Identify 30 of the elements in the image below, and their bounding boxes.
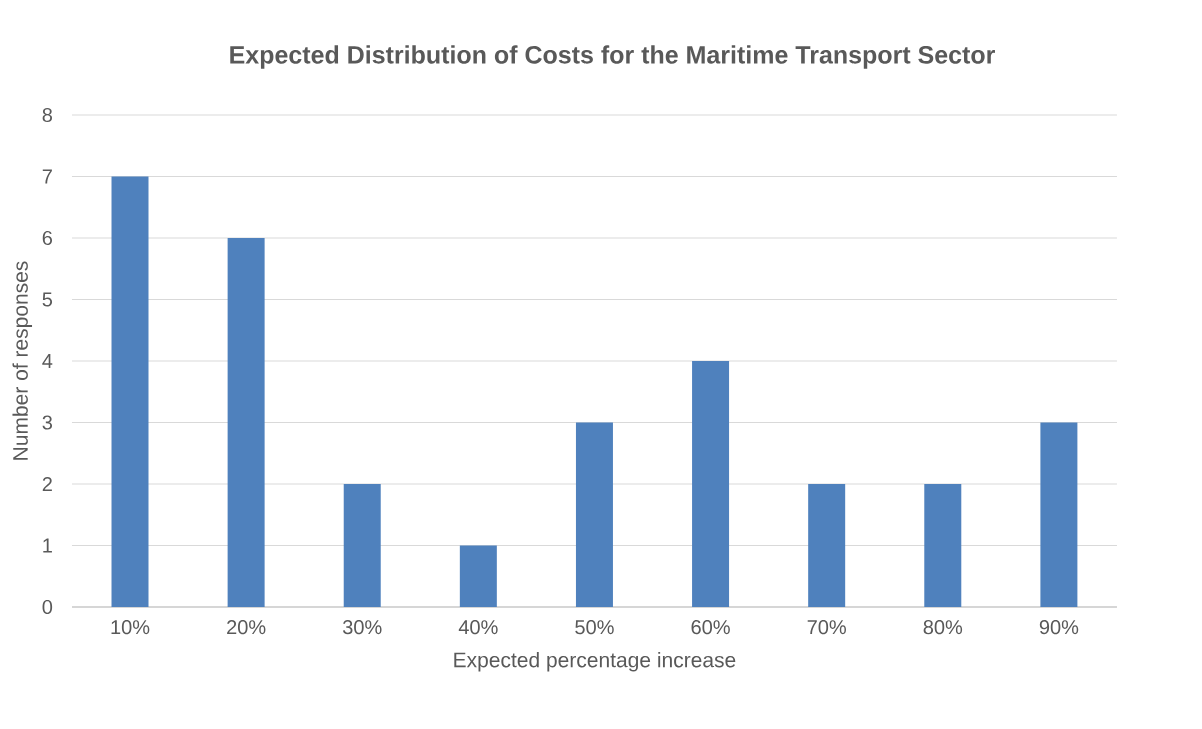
y-tick-label: 8 xyxy=(42,107,53,123)
x-tick-label: 10% xyxy=(111,620,150,635)
y-tick-label: 4 xyxy=(42,354,53,368)
bar xyxy=(924,484,962,607)
x-tick-label: 70% xyxy=(807,620,846,635)
bar xyxy=(808,484,846,607)
x-tick-label: 30% xyxy=(342,620,382,635)
y-tick-label: 3 xyxy=(42,415,53,430)
bar xyxy=(692,361,730,607)
y-tick-label: 0 xyxy=(42,599,53,615)
x-tick-label: 80% xyxy=(923,620,963,635)
y-tick-label: 7 xyxy=(42,169,52,184)
y-tick-label: 2 xyxy=(42,477,52,491)
x-axis-title: Expected percentage increase xyxy=(454,651,736,672)
x-tick-label: 60% xyxy=(691,620,730,635)
y-tick-label: 1 xyxy=(43,538,52,553)
x-tick-label: 50% xyxy=(575,620,614,635)
y-tick-label: 5 xyxy=(42,292,53,307)
bar xyxy=(343,484,381,607)
bar xyxy=(575,422,613,607)
bar xyxy=(111,176,149,607)
x-tick-label: 20% xyxy=(227,620,266,635)
y-axis-title: Number of responses xyxy=(12,261,33,460)
y-tick-label: 6 xyxy=(42,230,53,246)
x-tick-label: 40% xyxy=(458,620,498,635)
bar xyxy=(459,545,497,607)
chart-title: Expected Distribution of Costs for the Maritime Transport Sector xyxy=(230,45,995,69)
bar xyxy=(1040,422,1078,607)
x-tick-label: 90% xyxy=(1039,620,1079,635)
bar xyxy=(227,238,265,607)
